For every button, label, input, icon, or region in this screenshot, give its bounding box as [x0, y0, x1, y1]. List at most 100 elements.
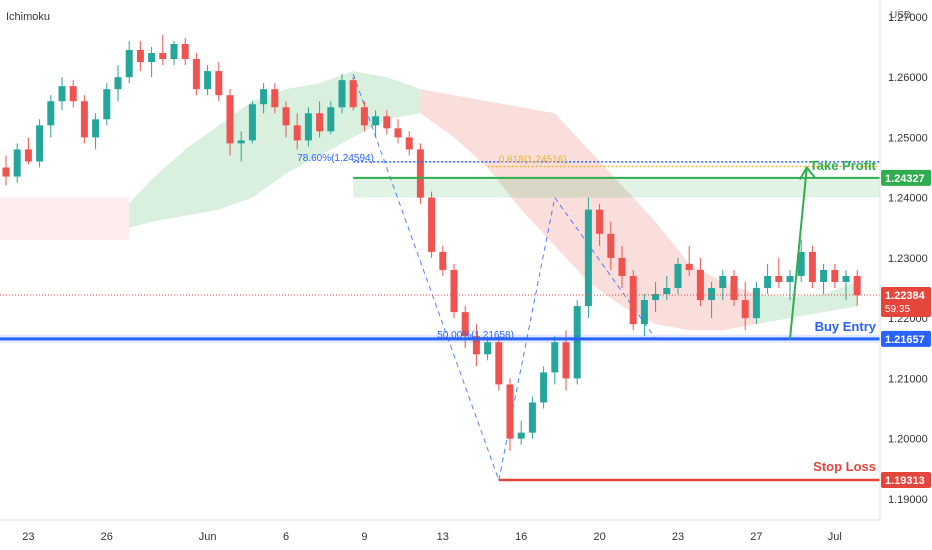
candle-body [562, 342, 570, 379]
candle-body [383, 116, 391, 129]
candle-body [629, 275, 637, 325]
currency-label: USD [890, 10, 911, 21]
candle-body [764, 275, 772, 289]
candle-body [36, 125, 44, 162]
candle-body [573, 306, 581, 379]
bar-countdown: 59:35 [885, 304, 910, 315]
current-price: 1.22384 [885, 290, 926, 302]
candle-body [752, 288, 760, 319]
candle-body [260, 89, 268, 105]
candle-body [618, 257, 626, 276]
current-price-badge: 1.22384 59:35 [881, 287, 931, 318]
candle-body [360, 107, 368, 126]
candle-body [181, 43, 189, 60]
candle-body [24, 149, 32, 162]
candle-body [719, 275, 727, 289]
price-tick-label: 1.20000 [888, 434, 928, 446]
candle-body [596, 209, 604, 234]
time-tick-label: Jul [828, 531, 842, 543]
candle-body [808, 251, 816, 282]
candle-body [428, 197, 436, 252]
time-tick-label: 26 [101, 531, 113, 543]
candle-body [405, 137, 413, 150]
candle-body [316, 113, 324, 132]
take-profit-zone [353, 177, 880, 198]
buy-entry-price-badge: 1.21657 [881, 330, 931, 347]
candle-body [797, 251, 805, 276]
stop-loss-label: Stop Loss [813, 459, 876, 474]
time-axis[interactable]: 23 26 Jun 6 9 13 16 20 23 27 Jul [22, 531, 842, 543]
candle-body [461, 312, 469, 337]
candle-body [327, 107, 335, 132]
candle-body [506, 384, 514, 439]
cloud-bullish-right [756, 281, 858, 325]
candle-body [13, 149, 21, 177]
candle-body [696, 269, 704, 301]
candle-body [237, 140, 245, 144]
candle-body [215, 71, 223, 96]
projection-arrow [789, 167, 808, 339]
candle-body [775, 275, 783, 282]
candle-body [663, 288, 671, 295]
candle-body [831, 269, 839, 282]
time-tick-label: 13 [437, 531, 449, 543]
candle-body [148, 53, 156, 63]
candle-body [2, 167, 10, 177]
candle-body [80, 101, 88, 138]
time-tick-label: 27 [750, 531, 762, 543]
candle-body [114, 77, 122, 90]
candle-body [293, 125, 301, 141]
time-tick-label: Jun [199, 531, 217, 543]
candle-body [584, 209, 592, 307]
candle-body [159, 53, 167, 60]
projection-arrow-head [798, 165, 816, 181]
candle-body [136, 50, 144, 63]
buy-entry-label: Buy Entry [815, 319, 877, 334]
candle-body [349, 80, 357, 108]
price-tick-label: 1.19000 [888, 494, 928, 506]
candle-body [192, 59, 200, 90]
candles [2, 34, 861, 451]
candle-body [741, 300, 749, 319]
candle-body [685, 263, 693, 270]
candle-body [652, 294, 660, 301]
take-profit-price: 1.24327 [885, 173, 925, 185]
candle-body [517, 432, 525, 439]
candle-body [708, 288, 716, 301]
wave-segment [554, 197, 657, 339]
candle-body [674, 263, 682, 289]
time-tick-label: 20 [593, 531, 605, 543]
price-tick-label: 1.23000 [888, 253, 928, 265]
candle-body [472, 336, 480, 355]
candle-body [58, 86, 66, 102]
price-tick-label: 1.25000 [888, 132, 928, 144]
indicator-label[interactable]: Ichimoku [6, 11, 50, 23]
price-tick-label: 1.21000 [888, 373, 928, 385]
price-axis[interactable]: 1.270001.260001.250001.240001.230001.220… [888, 12, 928, 506]
fib-618-label: 0.618(1.24516) [499, 155, 567, 166]
take-profit-price-badge: 1.24327 [881, 169, 931, 186]
time-tick-label: 6 [283, 531, 289, 543]
candle-body [540, 372, 548, 403]
candle-body [450, 269, 458, 313]
candle-body [607, 233, 615, 258]
levels [0, 161, 880, 482]
candle-body [394, 128, 402, 138]
fib-50-label: 50.00%(1.21658) [437, 330, 514, 341]
candle-body [69, 86, 77, 102]
candle-body [304, 113, 312, 141]
candle-body [248, 104, 256, 141]
price-tick-label: 1.27000 [888, 12, 928, 24]
time-tick-label: 16 [515, 531, 527, 543]
candle-body [416, 149, 424, 198]
candle-body [103, 89, 111, 120]
candle-body [786, 275, 794, 282]
price-tick-label: 1.24000 [888, 193, 928, 205]
candle-body [282, 107, 290, 126]
candle-body [528, 402, 536, 433]
candle-body [125, 50, 133, 78]
candle-body [170, 43, 178, 60]
candle-body [338, 80, 346, 108]
candle-body [372, 116, 380, 126]
